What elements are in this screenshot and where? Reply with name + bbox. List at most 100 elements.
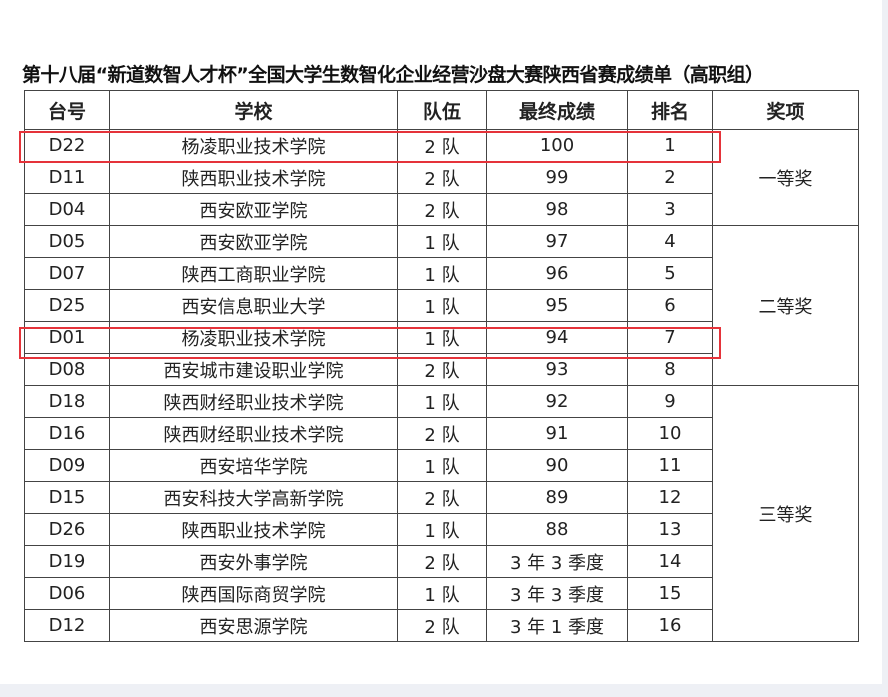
- cell-award: 一等奖: [712, 129, 859, 226]
- cell-team: 1 队: [397, 513, 487, 546]
- cell-team: 2 队: [397, 193, 487, 226]
- cell-final-score: 92: [486, 385, 628, 418]
- cell-final-score: 90: [486, 449, 628, 482]
- cell-final-score: 3 年 3 季度: [486, 545, 628, 578]
- cell-final-score: 97: [486, 225, 628, 258]
- cell-table-no: D04: [24, 193, 110, 226]
- cell-rank: 4: [627, 225, 713, 258]
- cell-rank: 6: [627, 289, 713, 322]
- cell-table-no: D07: [24, 257, 110, 290]
- cell-table-no: D15: [24, 481, 110, 514]
- cell-final-score: 93: [486, 353, 628, 386]
- cell-rank: 9: [627, 385, 713, 418]
- table-row: D04 西安欧亚学院 2 队 98 3: [24, 193, 859, 226]
- cell-award: 二等奖: [712, 225, 859, 386]
- cell-team: 1 队: [397, 225, 487, 258]
- cell-team: 1 队: [397, 321, 487, 354]
- table-row: D01 杨凌职业技术学院 1 队 94 7: [24, 321, 859, 354]
- document-title: 第十八届“新道数智人才杯”全国大学生数智化企业经营沙盘大赛陕西省赛成绩单（高职组…: [22, 64, 764, 86]
- cell-table-no: D09: [24, 449, 110, 482]
- results-table: 台号 学校 队伍 最终成绩 排名 奖项 D22 杨凌职业技术学院 2 队 100 1 一等奖 D11 陕…: [24, 90, 859, 642]
- cell-final-score: 98: [486, 193, 628, 226]
- cell-final-score: 3 年 1 季度: [486, 609, 628, 642]
- cell-team: 2 队: [397, 545, 487, 578]
- cell-table-no: D16: [24, 417, 110, 450]
- cell-rank: 13: [627, 513, 713, 546]
- cell-table-no: D01: [24, 321, 110, 354]
- table-row: D18 陕西财经职业技术学院 1 队 92 9 三等奖: [24, 385, 859, 642]
- cell-rank: 12: [627, 481, 713, 514]
- cell-table-no: D25: [24, 289, 110, 322]
- cell-rank: 1: [627, 129, 713, 162]
- table-row: D25 西安信息职业大学 1 队 95 6: [24, 289, 859, 322]
- cell-rank: 15: [627, 577, 713, 610]
- cell-team: 1 队: [397, 385, 487, 418]
- cell-rank: 5: [627, 257, 713, 290]
- header-award: 奖项: [712, 90, 859, 130]
- cell-table-no: D22: [24, 129, 110, 162]
- header-table-no: 台号: [24, 90, 110, 130]
- cell-final-score: 89: [486, 481, 628, 514]
- cell-school: 西安欧亚学院: [109, 193, 398, 226]
- cell-school: 西安科技大学高新学院: [109, 481, 398, 514]
- cell-team: 2 队: [397, 609, 487, 642]
- cell-team: 2 队: [397, 481, 487, 514]
- cell-final-score: 99: [486, 161, 628, 194]
- header-school: 学校: [109, 90, 398, 130]
- cell-table-no: D05: [24, 225, 110, 258]
- cell-final-score: 3 年 3 季度: [486, 577, 628, 610]
- cell-school: 西安城市建设职业学院: [109, 353, 398, 386]
- table-row: D16 陕西财经职业技术学院 2 队 91 10: [24, 417, 859, 450]
- header-final-score: 最终成绩: [486, 90, 628, 130]
- cell-table-no: D08: [24, 353, 110, 386]
- cell-rank: 16: [627, 609, 713, 642]
- cell-team: 1 队: [397, 257, 487, 290]
- cell-final-score: 94: [486, 321, 628, 354]
- table-row: D05 西安欧亚学院 1 队 97 4 二等奖: [24, 225, 859, 386]
- cell-rank: 7: [627, 321, 713, 354]
- cell-team: 1 队: [397, 289, 487, 322]
- cell-school: 陕西财经职业技术学院: [109, 417, 398, 450]
- cell-team: 2 队: [397, 161, 487, 194]
- document-page: 第十八届“新道数智人才杯”全国大学生数智化企业经营沙盘大赛陕西省赛成绩单（高职组…: [0, 0, 882, 684]
- cell-final-score: 95: [486, 289, 628, 322]
- cell-table-no: D19: [24, 545, 110, 578]
- cell-school: 西安信息职业大学: [109, 289, 398, 322]
- cell-rank: 2: [627, 161, 713, 194]
- cell-school: 陕西工商职业学院: [109, 257, 398, 290]
- cell-school: 杨凌职业技术学院: [109, 321, 398, 354]
- cell-rank: 11: [627, 449, 713, 482]
- cell-school: 陕西财经职业技术学院: [109, 385, 398, 418]
- table-row: D22 杨凌职业技术学院 2 队 100 1 一等奖: [24, 129, 859, 226]
- cell-school: 陕西职业技术学院: [109, 161, 398, 194]
- cell-final-score: 88: [486, 513, 628, 546]
- cell-final-score: 96: [486, 257, 628, 290]
- cell-school: 陕西职业技术学院: [109, 513, 398, 546]
- cell-rank: 14: [627, 545, 713, 578]
- cell-team: 2 队: [397, 417, 487, 450]
- cell-team: 1 队: [397, 577, 487, 610]
- table-row: D11 陕西职业技术学院 2 队 99 2: [24, 161, 859, 194]
- cell-table-no: D26: [24, 513, 110, 546]
- cell-final-score: 91: [486, 417, 628, 450]
- cell-rank: 10: [627, 417, 713, 450]
- header-rank: 排名: [627, 90, 713, 130]
- cell-rank: 3: [627, 193, 713, 226]
- table-row: D15 西安科技大学高新学院 2 队 89 12: [24, 481, 859, 514]
- cell-team: 1 队: [397, 449, 487, 482]
- cell-team: 2 队: [397, 353, 487, 386]
- cell-school: 杨凌职业技术学院: [109, 129, 398, 162]
- cell-table-no: D11: [24, 161, 110, 194]
- cell-table-no: D18: [24, 385, 110, 418]
- cell-school: 西安欧亚学院: [109, 225, 398, 258]
- cell-award: 三等奖: [712, 385, 859, 642]
- cell-school: 西安培华学院: [109, 449, 398, 482]
- cell-rank: 8: [627, 353, 713, 386]
- cell-table-no: D12: [24, 609, 110, 642]
- header-team: 队伍: [397, 90, 487, 130]
- cell-final-score: 100: [486, 129, 628, 162]
- cell-school: 陕西国际商贸学院: [109, 577, 398, 610]
